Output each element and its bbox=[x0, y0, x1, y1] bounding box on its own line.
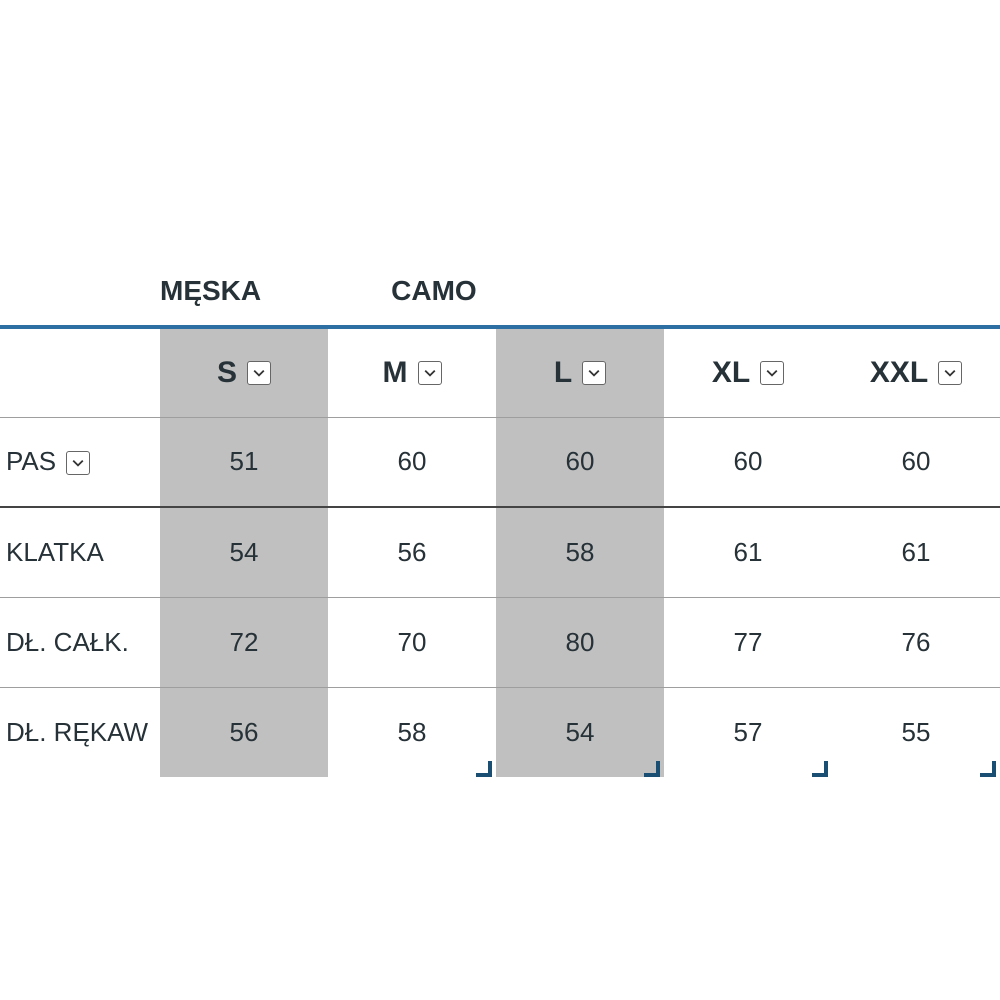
row-label: KLATKA bbox=[6, 537, 104, 567]
data-cell: 77 bbox=[664, 597, 832, 687]
data-cell: 70 bbox=[328, 597, 496, 687]
data-cell: 56 bbox=[328, 507, 496, 597]
data-cell: 54 bbox=[496, 687, 664, 777]
title-row: MĘSKA CAMO bbox=[0, 275, 1000, 307]
size-header-dropdown-icon[interactable] bbox=[418, 361, 442, 385]
size-header-label: XL bbox=[712, 356, 750, 390]
row-label: DŁ. CAŁK. bbox=[6, 627, 129, 657]
data-cell: 60 bbox=[664, 417, 832, 507]
row-label-cell: DŁ. RĘKAW bbox=[0, 687, 160, 777]
size-header-dropdown-icon[interactable] bbox=[582, 361, 606, 385]
title-left: MĘSKA bbox=[160, 275, 261, 307]
row-label-cell: DŁ. CAŁK. bbox=[0, 597, 160, 687]
header-row: S M L XL XXL bbox=[0, 327, 1000, 417]
size-header: M bbox=[328, 327, 496, 417]
data-cell: 51 bbox=[160, 417, 328, 507]
data-cell: 56 bbox=[160, 687, 328, 777]
size-header-dropdown-icon[interactable] bbox=[247, 361, 271, 385]
data-cell: 76 bbox=[832, 597, 1000, 687]
header-blank bbox=[0, 327, 160, 417]
table-row: DŁ. CAŁK. 7270807776 bbox=[0, 597, 1000, 687]
data-cell: 80 bbox=[496, 597, 664, 687]
data-cell: 55 bbox=[832, 687, 1000, 777]
data-cell: 54 bbox=[160, 507, 328, 597]
data-cell: 60 bbox=[328, 417, 496, 507]
data-cell: 61 bbox=[664, 507, 832, 597]
row-label-cell: KLATKA bbox=[0, 507, 160, 597]
data-cell: 58 bbox=[496, 507, 664, 597]
size-header-label: M bbox=[383, 356, 408, 390]
row-label: PAS bbox=[6, 446, 56, 476]
table-row: DŁ. RĘKAW 5658545755 bbox=[0, 687, 1000, 777]
size-header-label: L bbox=[554, 356, 572, 390]
table-row: KLATKA5456586161 bbox=[0, 507, 1000, 597]
size-header-label: XXL bbox=[870, 356, 928, 390]
data-cell: 60 bbox=[832, 417, 1000, 507]
data-cell: 61 bbox=[832, 507, 1000, 597]
title-right: CAMO bbox=[391, 275, 477, 307]
size-header: L bbox=[496, 327, 664, 417]
data-cell: 60 bbox=[496, 417, 664, 507]
table-row: PAS5160606060 bbox=[0, 417, 1000, 507]
size-header-dropdown-icon[interactable] bbox=[938, 361, 962, 385]
size-header: XL bbox=[664, 327, 832, 417]
size-header-dropdown-icon[interactable] bbox=[760, 361, 784, 385]
table-body: PAS5160606060KLATKA5456586161DŁ. CAŁK.72… bbox=[0, 417, 1000, 777]
row-label: DŁ. RĘKAW bbox=[6, 717, 148, 747]
size-header-label: S bbox=[217, 356, 237, 390]
data-cell: 58 bbox=[328, 687, 496, 777]
data-cell: 57 bbox=[664, 687, 832, 777]
row-label-cell: PAS bbox=[0, 417, 160, 507]
size-table: SMLXLXXL PAS5160606060KLATKA5456586161DŁ… bbox=[0, 325, 1000, 777]
size-header: XXL bbox=[832, 327, 1000, 417]
size-header: S bbox=[160, 327, 328, 417]
data-cell: 72 bbox=[160, 597, 328, 687]
row-label-dropdown-icon[interactable] bbox=[66, 451, 90, 475]
